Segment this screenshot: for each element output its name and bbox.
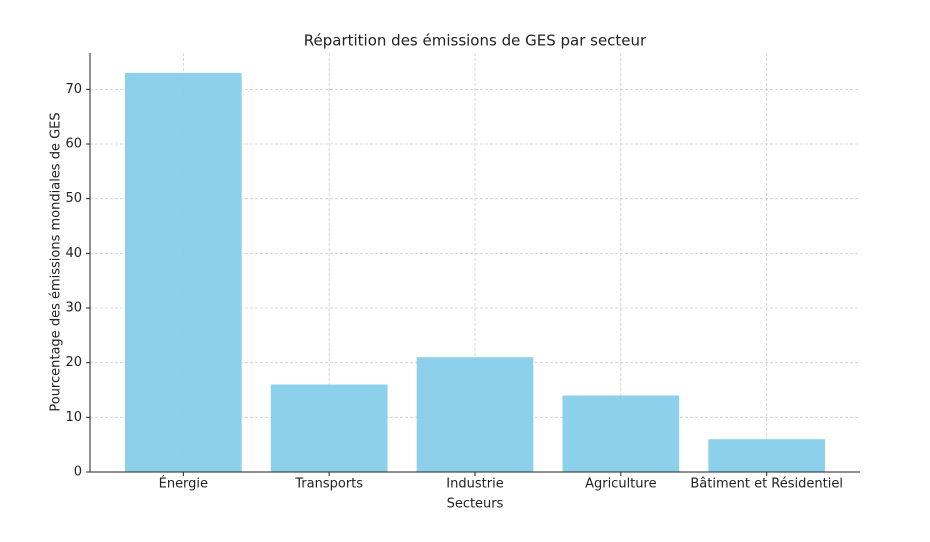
y-tick-label: 60	[65, 137, 82, 152]
bar	[708, 439, 825, 472]
y-tick-label: 30	[65, 301, 82, 316]
x-tick-label: Transports	[294, 477, 363, 492]
y-tick-label: 20	[65, 355, 82, 370]
x-tick-label: Industrie	[446, 477, 503, 492]
y-tick-label: 40	[65, 246, 82, 261]
x-tick-label: Énergie	[159, 476, 208, 492]
x-tick-label: Agriculture	[585, 477, 657, 492]
chart-title: Répartition des émissions de GES par sec…	[304, 32, 647, 50]
y-tick-label: 0	[74, 465, 82, 480]
x-axis-label: Secteurs	[447, 497, 504, 512]
bar	[416, 357, 534, 472]
bar	[562, 395, 680, 472]
bar	[125, 72, 242, 472]
y-tick-label: 50	[65, 191, 82, 206]
bar	[270, 384, 388, 472]
y-axis-label: Pourcentage des émissions mondiales de G…	[49, 112, 64, 411]
y-tick-label: 10	[65, 410, 82, 425]
x-tick-label: Bâtiment et Résidentiel	[690, 477, 843, 492]
y-tick-label: 70	[65, 82, 82, 97]
